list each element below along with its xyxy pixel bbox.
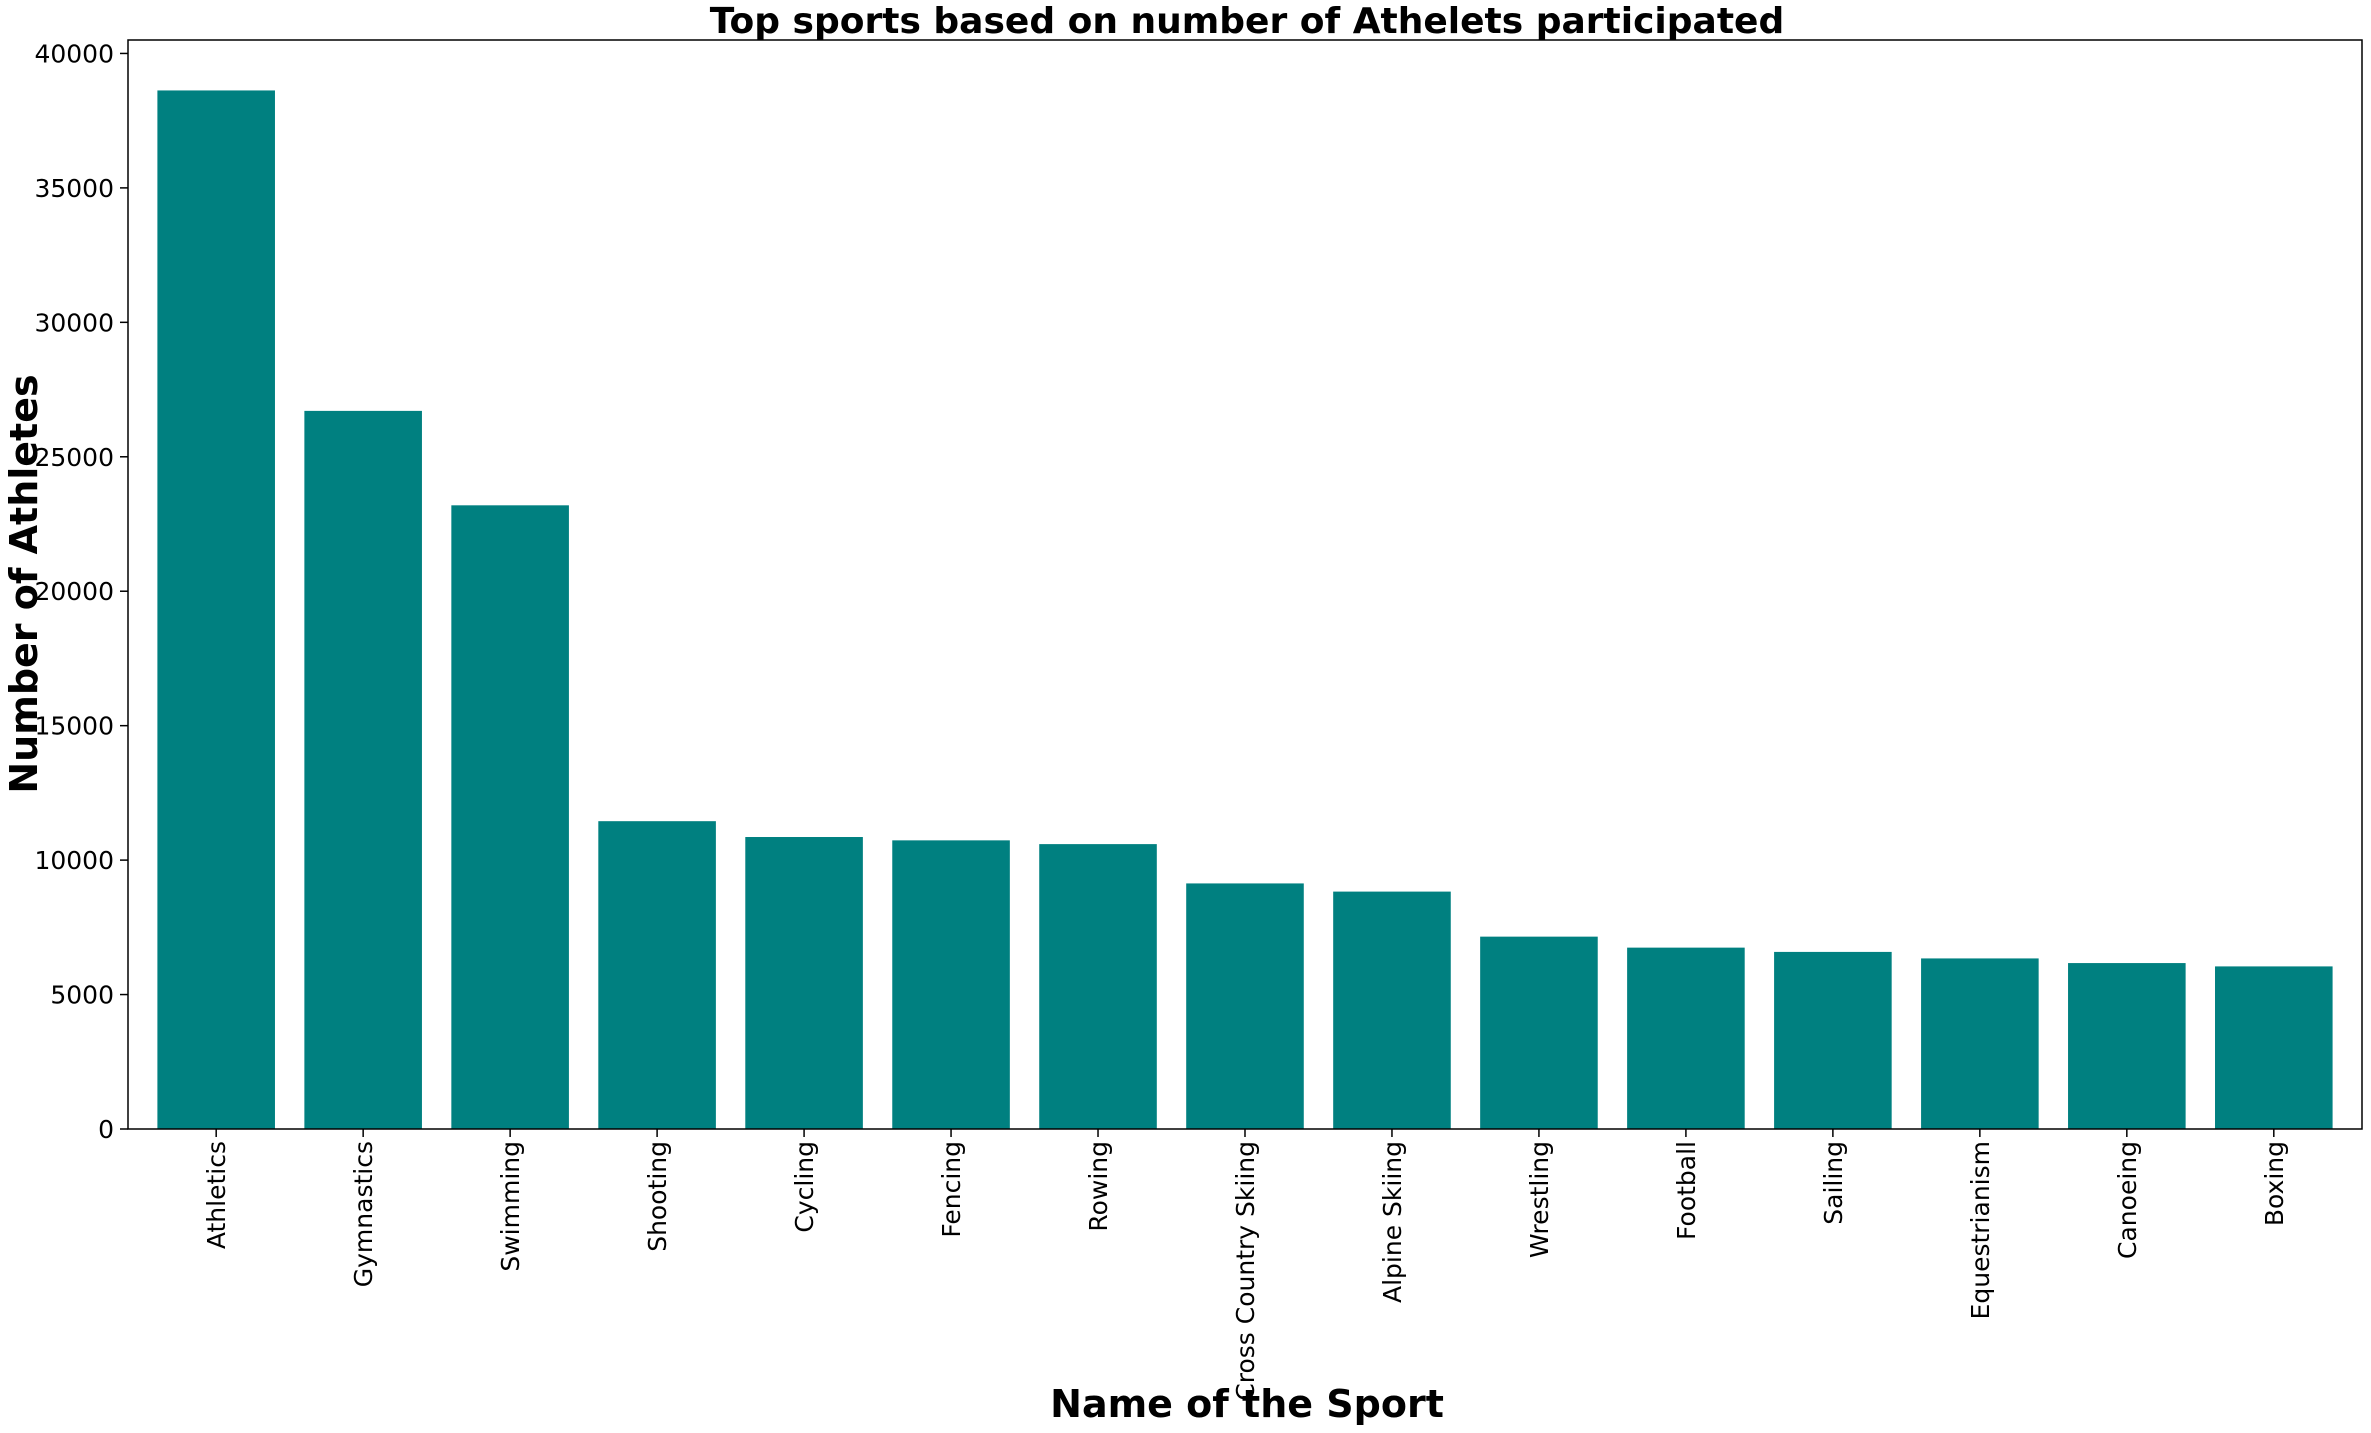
y-tick-label: 0 — [98, 1115, 114, 1144]
x-axis-ticks: Athletics Gymnastics Swimming Shooting Cycli… — [202, 1129, 2289, 1401]
bar-cycling — [745, 837, 863, 1129]
bar-alpine-skiing — [1333, 891, 1451, 1129]
y-tick-label: 35000 — [34, 174, 114, 203]
bar-athletics — [157, 90, 275, 1130]
y-tick-label: 15000 — [34, 712, 114, 741]
x-tick-label: Rowing — [1084, 1141, 1113, 1232]
x-tick-label: Fencing — [937, 1141, 966, 1238]
y-tick-label: 10000 — [34, 846, 114, 875]
plot-frame — [127, 39, 2363, 1130]
bar-shooting — [598, 821, 716, 1129]
y-tick-label: 5000 — [50, 981, 114, 1010]
bars-layer — [157, 90, 2333, 1130]
bar-football — [1627, 947, 1745, 1129]
bar-fencing — [892, 840, 1010, 1129]
y-axis-label: Number of Athletes — [2, 374, 46, 793]
x-tick-label: Boxing — [2260, 1141, 2289, 1226]
x-tick-label: Wrestling — [1525, 1141, 1554, 1258]
y-tick-label: 30000 — [34, 308, 114, 337]
x-tick-label: Swimming — [496, 1141, 525, 1272]
x-tick-label: Equestrianism — [1966, 1141, 1995, 1319]
bar-canoeing — [2068, 963, 2186, 1129]
x-tick-label: Shooting — [643, 1141, 672, 1252]
bar-swimming — [451, 505, 569, 1129]
y-tick-label: 25000 — [34, 443, 114, 472]
bar-boxing — [2215, 966, 2333, 1129]
bar-rowing — [1039, 844, 1157, 1129]
bar-equestrianism — [1921, 958, 2039, 1129]
bar-cross-country-skiing — [1186, 883, 1304, 1129]
x-tick-label: Alpine Skiing — [1378, 1141, 1407, 1303]
x-tick-label: Sailing — [1819, 1141, 1848, 1225]
x-tick-label: Cross Country Skiing — [1231, 1141, 1260, 1401]
y-tick-label: 20000 — [34, 577, 114, 606]
bar-wrestling — [1480, 936, 1598, 1129]
x-tick-label: Gymnastics — [349, 1141, 378, 1287]
x-tick-label: Athletics — [202, 1141, 231, 1249]
chart-title: Top sports based on number of Athelets p… — [710, 1, 1784, 42]
y-axis-ticks: 0 5000 10000 15000 20000 25000 30000 35000 40000 — [34, 39, 128, 1144]
bar-gymnastics — [304, 410, 422, 1129]
x-tick-label: Football — [1672, 1141, 1701, 1240]
x-axis-label: Name of the Sport — [1050, 1382, 1444, 1426]
bar-sailing — [1774, 951, 1892, 1129]
x-tick-label: Cycling — [790, 1141, 819, 1233]
y-tick-label: 40000 — [34, 39, 114, 68]
x-tick-label: Canoeing — [2113, 1141, 2142, 1259]
